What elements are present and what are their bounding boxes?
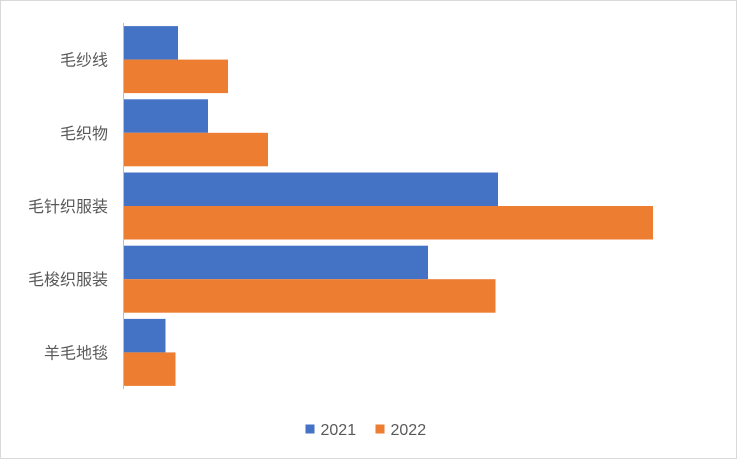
legend-label-2022: 2022	[391, 422, 427, 439]
category-label-1: 毛织物	[60, 124, 108, 143]
bar-2022-0	[123, 59, 228, 94]
bar-2022-3	[123, 279, 496, 313]
category-label-3: 毛梭织服装	[28, 270, 108, 289]
category-label-0: 毛纱线	[60, 51, 108, 70]
legend-swatch-2022	[375, 424, 385, 434]
bar-2021-4	[123, 318, 166, 353]
bar-2021-3	[123, 245, 428, 280]
legend: 2021 2022	[305, 422, 427, 439]
legend-label-2021: 2021	[321, 422, 357, 439]
bar-2021-1	[123, 99, 208, 133]
category-label-4: 羊毛地毯	[44, 343, 108, 362]
legend-swatch-2021	[305, 424, 315, 434]
bar-2022-2	[123, 206, 653, 240]
bars-group	[123, 26, 653, 386]
bar-2022-4	[123, 352, 176, 386]
bar-2022-1	[123, 132, 268, 167]
bar-2021-0	[123, 26, 178, 60]
category-label-2: 毛针织服装	[28, 197, 108, 216]
bar-2021-2	[123, 172, 498, 206]
